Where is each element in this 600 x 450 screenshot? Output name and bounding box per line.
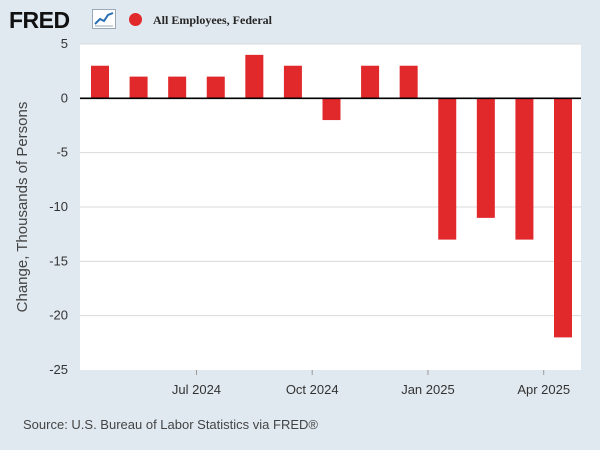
legend-swatch (129, 13, 142, 26)
line-chart-icon (92, 9, 116, 29)
source-note: Source: U.S. Bureau of Labor Statistics … (23, 417, 318, 432)
bar-2024-06[interactable] (129, 76, 148, 99)
bar-2024-09[interactable] (245, 54, 264, 99)
y-tick-label: -25 (49, 362, 68, 377)
bar-2025-04[interactable] (515, 98, 534, 240)
chart-header: FRED All Employees, Federal (0, 0, 600, 40)
bars (91, 54, 572, 338)
y-tick-label: -5 (56, 145, 68, 160)
y-tick-label: -10 (49, 199, 68, 214)
bar-2024-08[interactable] (206, 76, 225, 99)
x-tick-labels: Jul 2024 Oct 2024 Jan 2025 Apr 2025 (172, 370, 570, 397)
bar-2024-05[interactable] (91, 65, 109, 99)
x-tick-label: Jul 2024 (172, 382, 221, 397)
x-tick-label: Oct 2024 (286, 382, 339, 397)
bar-2024-12[interactable] (361, 65, 380, 99)
fred-logo[interactable]: FRED (9, 7, 70, 33)
y-tick-label: -15 (49, 253, 68, 268)
x-tick-label: Jan 2025 (401, 382, 455, 397)
y-tick-label: -20 (49, 308, 68, 323)
y-tick-label: 0 (61, 90, 68, 105)
bar-2024-11[interactable] (322, 98, 341, 121)
bar-2025-02[interactable] (438, 98, 457, 240)
legend-label: All Employees, Federal (153, 13, 272, 27)
bar-2025-03[interactable] (476, 98, 495, 218)
y-tick-labels: 5 0 -5 -10 -15 -20 -25 (49, 36, 68, 377)
y-tick-label: 5 (61, 36, 68, 51)
bar-2024-07[interactable] (168, 76, 187, 99)
bar-2025-05[interactable] (554, 98, 572, 338)
gridlines (80, 43, 581, 317)
bar-chart: 5 0 -5 -10 -15 -20 -25 Jul 2024 Oct 2024 Jan 202… (14, 36, 581, 397)
x-tick-label: Apr 2025 (517, 382, 570, 397)
bar-2025-01[interactable] (399, 65, 418, 99)
bar-2024-10[interactable] (283, 65, 302, 99)
y-axis-label: Change, Thousands of Persons (14, 102, 31, 313)
